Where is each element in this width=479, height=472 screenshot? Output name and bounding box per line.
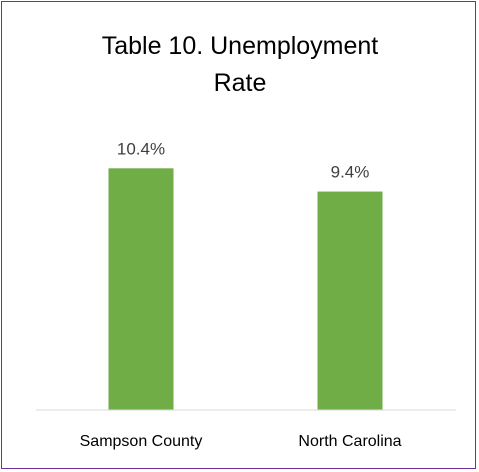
labels-group: 10.4% Sampson County 9.4% North Carolina bbox=[80, 139, 402, 450]
category-label: Sampson County bbox=[80, 433, 203, 450]
bars-group bbox=[108, 168, 383, 410]
bar-sampson-county bbox=[108, 168, 174, 410]
category-label: North Carolina bbox=[298, 433, 401, 450]
data-label: 9.4% bbox=[331, 163, 370, 182]
data-label: 10.4% bbox=[117, 139, 165, 158]
chart-title: Table 10. Unemployment Rate bbox=[101, 32, 379, 97]
bar-north-carolina bbox=[317, 191, 383, 410]
